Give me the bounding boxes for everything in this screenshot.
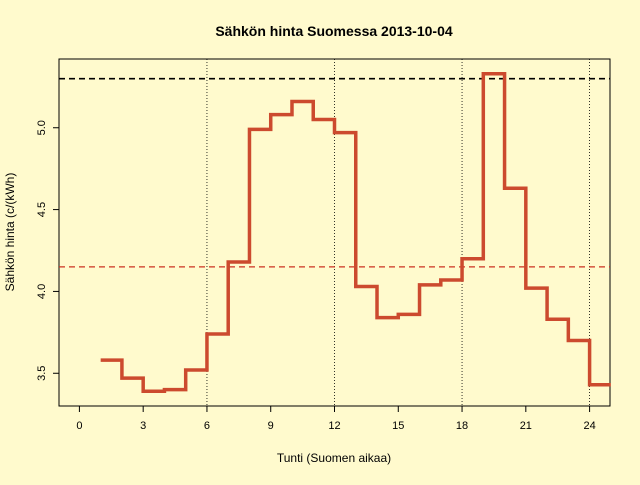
x-tick-label: 6 bbox=[204, 420, 210, 432]
y-tick-label: 4.0 bbox=[36, 284, 48, 299]
plot-area: 0 3 6 9 12 15 18 21 24 3.5 4.0 4.5 5.0 bbox=[36, 58, 611, 432]
chart-title: Sähkön hinta Suomessa 2013-10-04 bbox=[215, 23, 453, 39]
x-tick-label: 21 bbox=[520, 420, 532, 432]
y-tick-label: 5.0 bbox=[36, 120, 48, 135]
x-tick-label: 9 bbox=[268, 420, 274, 432]
x-axis-label: Tunti (Suomen aikaa) bbox=[277, 451, 391, 465]
y-axis-label: Sähkön hinta (c/(kWh) bbox=[3, 173, 17, 292]
y-tick-label: 3.5 bbox=[36, 366, 48, 381]
price-step-line bbox=[100, 71, 611, 394]
y-tick-label: 4.5 bbox=[36, 202, 48, 217]
x-tick-label: 0 bbox=[76, 420, 82, 432]
x-tick-label: 3 bbox=[140, 420, 146, 432]
x-tick-label: 18 bbox=[456, 420, 468, 432]
x-tick-label: 15 bbox=[392, 420, 404, 432]
x-tick-label: 12 bbox=[328, 420, 340, 432]
x-tick-label: 24 bbox=[583, 420, 595, 432]
